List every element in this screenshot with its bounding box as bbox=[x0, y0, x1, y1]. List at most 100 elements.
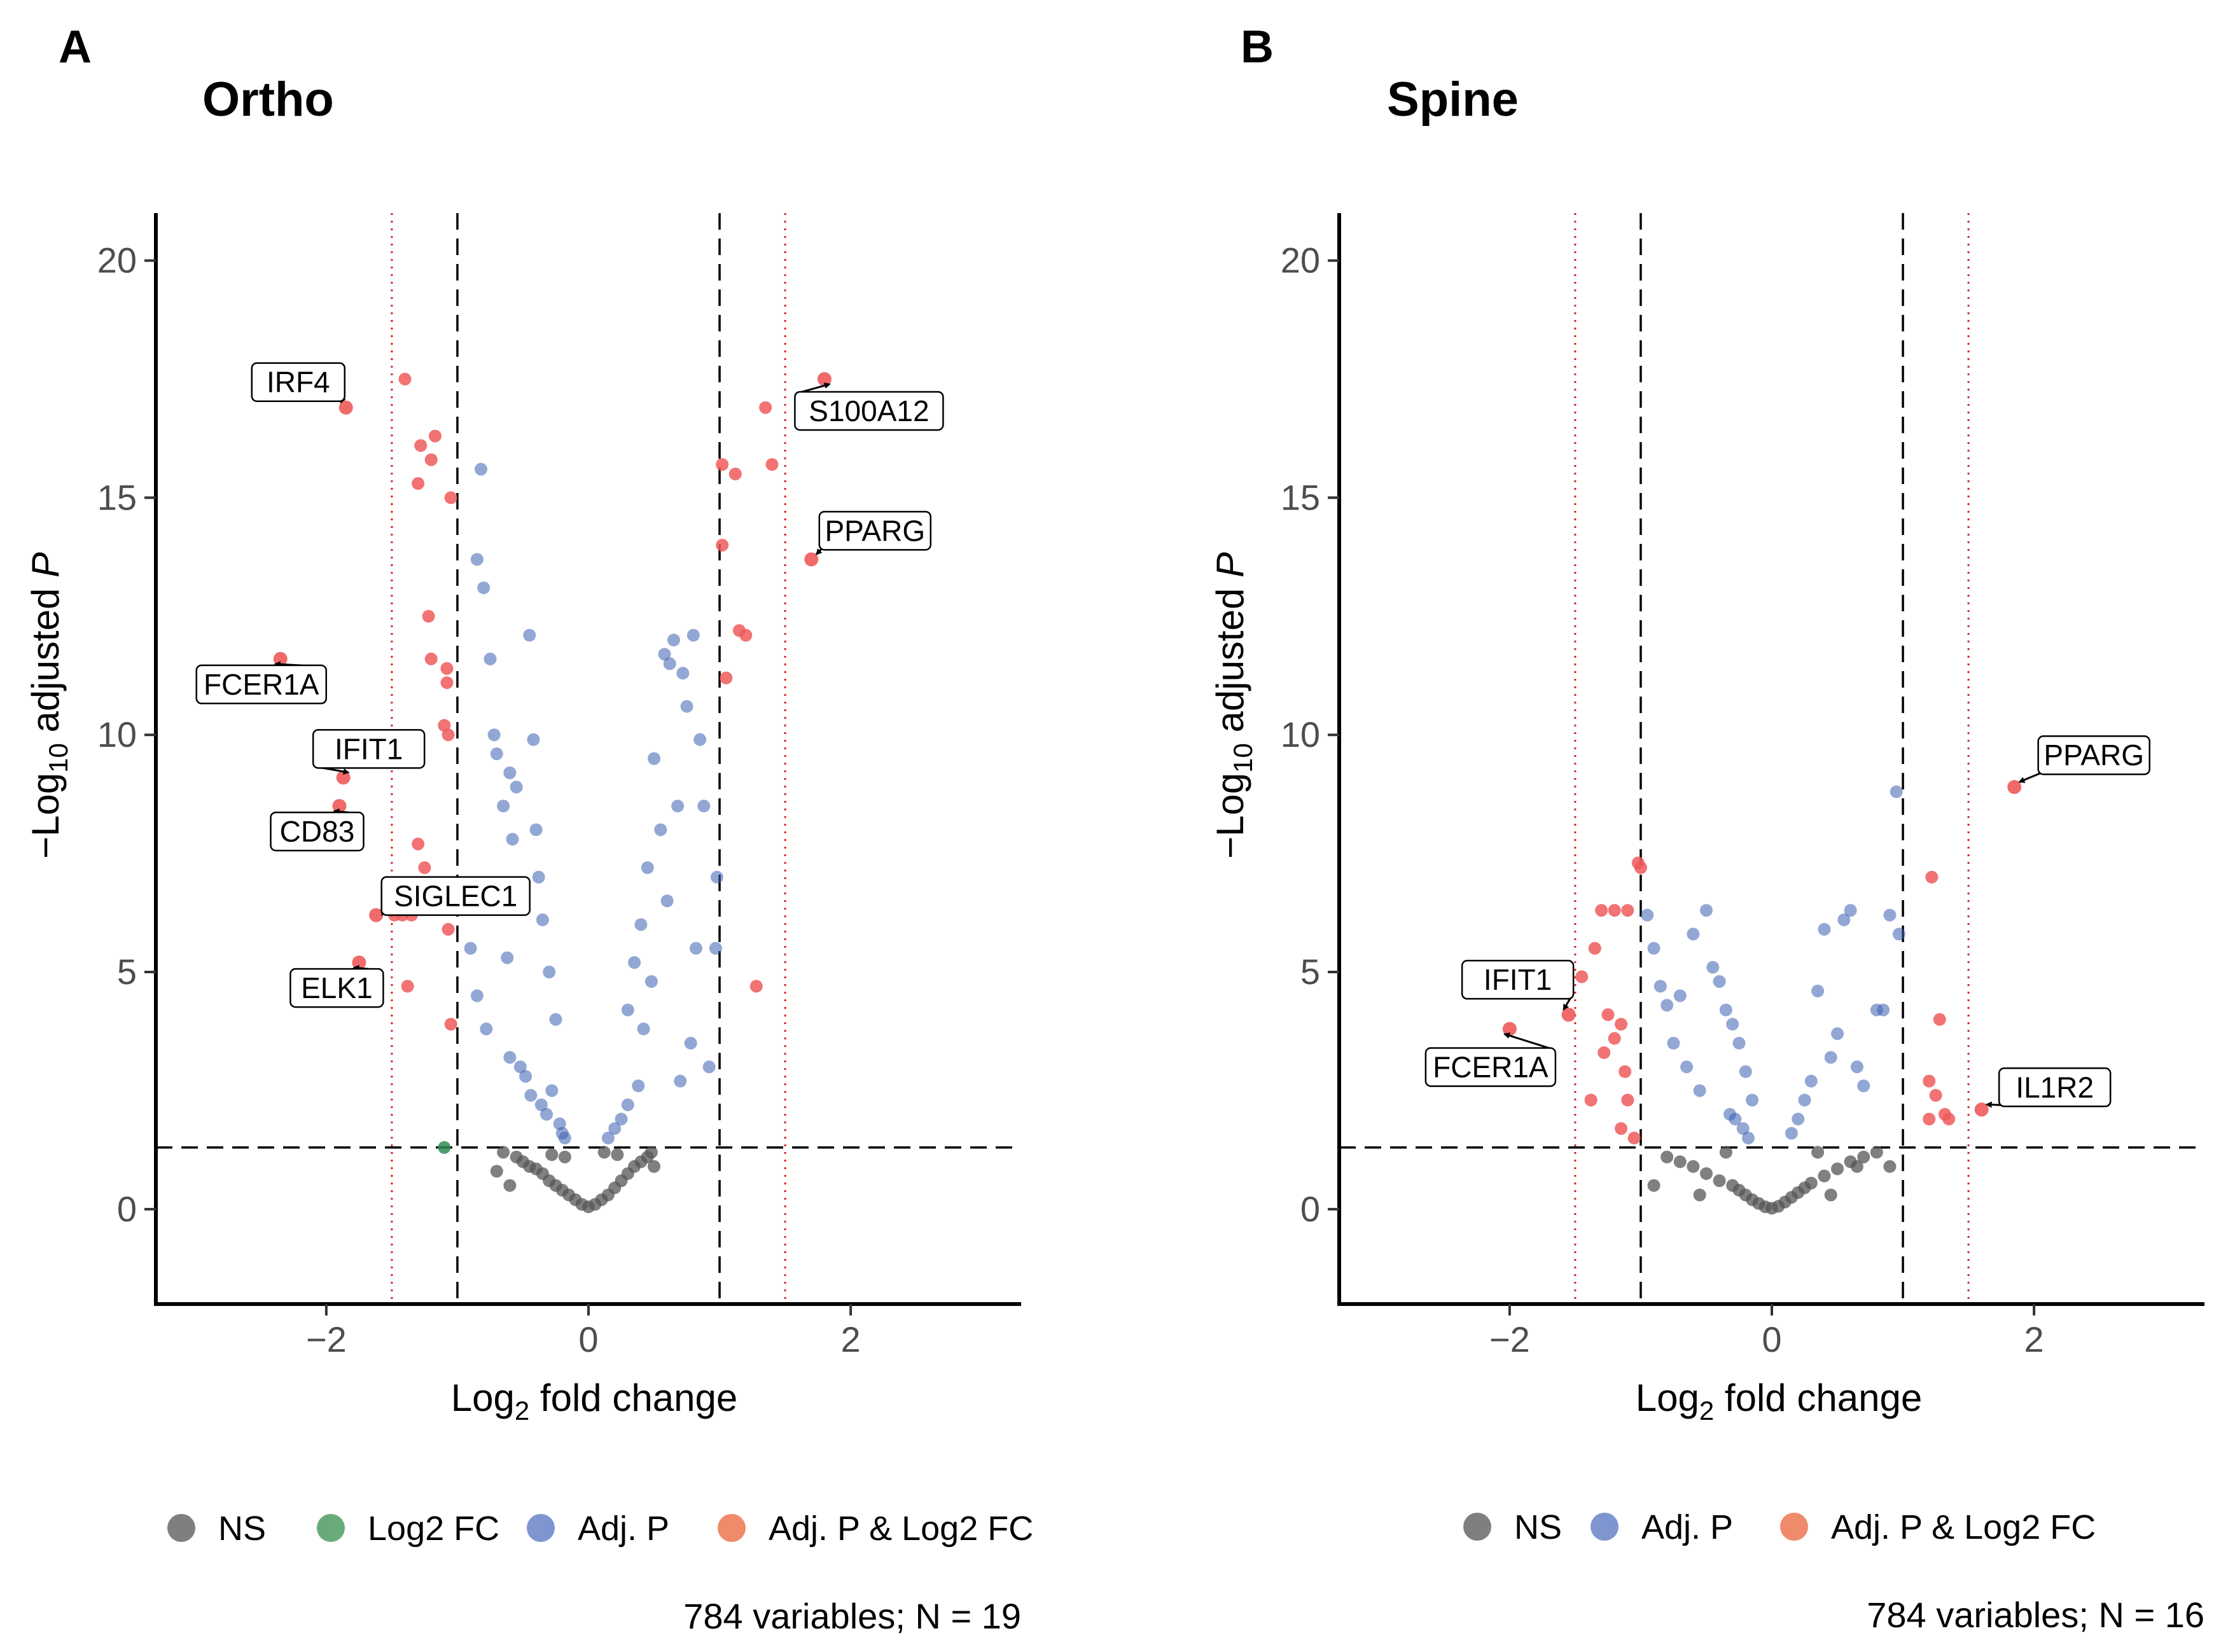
data-point bbox=[1687, 1160, 1700, 1173]
legend-swatch-ns bbox=[1463, 1513, 1491, 1541]
label-box bbox=[818, 511, 932, 551]
legend-swatch-adjp bbox=[527, 1514, 555, 1542]
data-point bbox=[1785, 1127, 1798, 1140]
gene-label: IL1R2 bbox=[2016, 1071, 2094, 1104]
data-point bbox=[676, 667, 690, 680]
data-point bbox=[412, 477, 425, 490]
data-point bbox=[693, 733, 707, 746]
data-point bbox=[1588, 941, 1601, 955]
data-point bbox=[532, 870, 545, 884]
x-tick-label: 0 bbox=[578, 1319, 598, 1359]
panel-letter: B bbox=[1241, 22, 1274, 73]
data-point bbox=[470, 989, 484, 1003]
legend-label: NS bbox=[1514, 1508, 1562, 1546]
data-point bbox=[601, 1132, 615, 1145]
legend: NS Adj. P Adj. P & Log2 FC bbox=[1463, 1508, 2096, 1546]
data-point bbox=[503, 766, 517, 779]
data-point bbox=[611, 1148, 624, 1162]
legend-label: NS bbox=[218, 1510, 266, 1548]
data-point bbox=[475, 462, 488, 476]
data-point bbox=[1699, 1167, 1713, 1180]
data-point bbox=[1890, 785, 1903, 798]
y-tick-label: 5 bbox=[1300, 952, 1320, 992]
data-point bbox=[621, 1003, 634, 1017]
label-box bbox=[1461, 959, 1575, 1000]
data-point bbox=[1680, 1060, 1694, 1074]
data-point bbox=[621, 1098, 634, 1111]
data-point bbox=[1726, 1018, 1739, 1031]
legend-label: Log2 FC bbox=[368, 1510, 499, 1548]
data-point bbox=[1804, 1176, 1818, 1190]
data-point bbox=[716, 538, 729, 552]
data-point bbox=[1729, 1113, 1742, 1126]
data-point bbox=[1615, 1018, 1628, 1031]
data-point bbox=[503, 1051, 517, 1064]
data-point bbox=[1923, 1113, 1936, 1126]
data-points bbox=[388, 372, 779, 1214]
labeled-point bbox=[369, 908, 384, 922]
data-point bbox=[1857, 1150, 1870, 1163]
label-box bbox=[380, 876, 531, 916]
data-point bbox=[490, 1165, 503, 1178]
data-point bbox=[759, 401, 772, 414]
data-point bbox=[477, 581, 491, 595]
data-point bbox=[1798, 1093, 1811, 1107]
data-point bbox=[519, 1070, 533, 1083]
data-point bbox=[543, 966, 556, 979]
data-point bbox=[1661, 1150, 1674, 1163]
gene-label: SIGLEC1 bbox=[394, 880, 517, 913]
y-tick-label: 15 bbox=[97, 477, 137, 517]
series-adjp bbox=[464, 462, 723, 1145]
data-point bbox=[444, 491, 457, 504]
data-point bbox=[728, 468, 742, 481]
gene-label: IRF4 bbox=[267, 366, 330, 399]
data-point bbox=[534, 1098, 548, 1111]
data-point bbox=[1608, 1032, 1621, 1045]
data-point bbox=[414, 439, 428, 452]
data-point bbox=[1719, 1146, 1732, 1159]
series-ns bbox=[1647, 1146, 1897, 1215]
data-point bbox=[1584, 1093, 1598, 1107]
data-point bbox=[1693, 1188, 1706, 1202]
data-point bbox=[480, 1022, 493, 1036]
data-point bbox=[749, 980, 763, 993]
data-point bbox=[438, 1141, 451, 1154]
data-point bbox=[1736, 1122, 1750, 1135]
data-point bbox=[658, 648, 671, 661]
panel-letter: A bbox=[59, 22, 92, 73]
data-point bbox=[428, 429, 442, 443]
data-point bbox=[686, 628, 700, 642]
data-point bbox=[1619, 1065, 1632, 1078]
y-tick-label: 5 bbox=[117, 952, 137, 992]
gene-label: PPARG bbox=[825, 514, 925, 547]
data-point bbox=[490, 747, 503, 761]
legend-swatch-log2fc bbox=[317, 1514, 345, 1542]
data-point bbox=[497, 800, 510, 813]
data-point bbox=[710, 870, 723, 884]
data-point bbox=[545, 1148, 559, 1162]
label-box bbox=[289, 968, 384, 1008]
data-point bbox=[1732, 1036, 1746, 1050]
data-point bbox=[1699, 904, 1713, 917]
data-point bbox=[1850, 1160, 1863, 1173]
legend-label: Adj. P bbox=[578, 1510, 669, 1548]
caption: 784 variables; N = 19 bbox=[683, 1596, 1021, 1636]
y-tick-label: 20 bbox=[97, 240, 137, 281]
data-point bbox=[697, 800, 711, 813]
label-arrow bbox=[1563, 997, 1572, 1011]
label-box bbox=[270, 811, 365, 852]
data-point bbox=[501, 951, 514, 964]
data-point bbox=[1811, 1146, 1825, 1159]
y-axis-title: −Log10 adjusted P bbox=[24, 552, 73, 859]
data-point bbox=[1598, 1046, 1611, 1059]
data-point bbox=[1942, 1113, 1956, 1126]
data-point bbox=[440, 662, 454, 675]
data-point bbox=[1929, 1088, 1942, 1102]
x-tick-label: −2 bbox=[1489, 1319, 1530, 1359]
legend-swatch-ns bbox=[167, 1514, 195, 1542]
panel-ortho: A Ortho −2 0 205101520IRF4S100A12PPARGFCER… bbox=[24, 22, 1033, 1636]
data-point bbox=[558, 1150, 571, 1163]
data-point bbox=[503, 1179, 517, 1192]
